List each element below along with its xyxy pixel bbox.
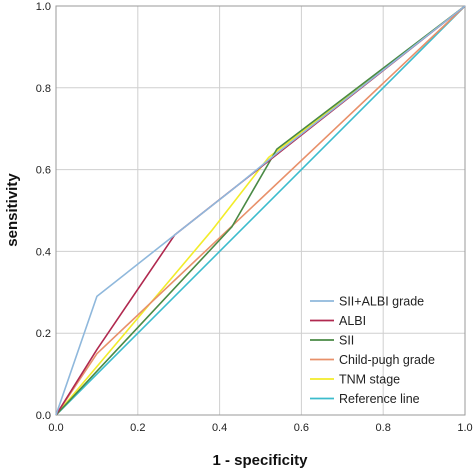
x-tick-label-2: 0.4 — [212, 422, 227, 434]
series-lines — [55, 5, 466, 416]
plot-frame — [55, 5, 466, 416]
y-tick-label-4: 0.8 — [36, 83, 51, 95]
y-tick-label-2: 0.4 — [36, 246, 51, 258]
series-line-sii — [55, 5, 466, 416]
x-tick-label-0: 0.0 — [48, 422, 63, 434]
y-tick-label-1: 0.2 — [36, 328, 51, 340]
legend-label-albi: ALBI — [339, 314, 366, 328]
series-line-reference-line — [55, 5, 466, 416]
legend-label-child-pugh-grade: Child-pugh grade — [339, 353, 435, 367]
legend-label-tnm-stage: TNM stage — [339, 373, 400, 387]
series-line-sii-albi-grade — [55, 5, 466, 416]
legend-label-reference-line: Reference line — [339, 392, 420, 406]
y-axis-title: sensitivity — [4, 173, 21, 247]
x-axis-title: 1 - specificity — [212, 452, 308, 469]
x-tick-label-1: 0.2 — [130, 422, 145, 434]
legend-label-sii: SII — [339, 334, 354, 348]
y-tick-label-0: 0.0 — [36, 410, 51, 422]
x-tick-label-5: 1.0 — [457, 422, 472, 434]
x-axis-ticks: 0.0 0.2 0.4 0.6 0.8 1.0 — [48, 422, 472, 434]
x-tick-label-3: 0.6 — [294, 422, 309, 434]
y-axis-ticks: 0.0 0.2 0.4 0.6 0.8 1.0 — [36, 1, 51, 422]
legend-label-sii-albi-grade: SII+ALBI grade — [339, 295, 424, 309]
y-tick-label-3: 0.6 — [36, 165, 51, 177]
legend: SII+ALBI grade ALBI SII Child-pugh grade TNM… — [310, 295, 435, 406]
x-tick-label-4: 0.8 — [376, 422, 391, 434]
y-tick-label-5: 1.0 — [36, 1, 51, 13]
